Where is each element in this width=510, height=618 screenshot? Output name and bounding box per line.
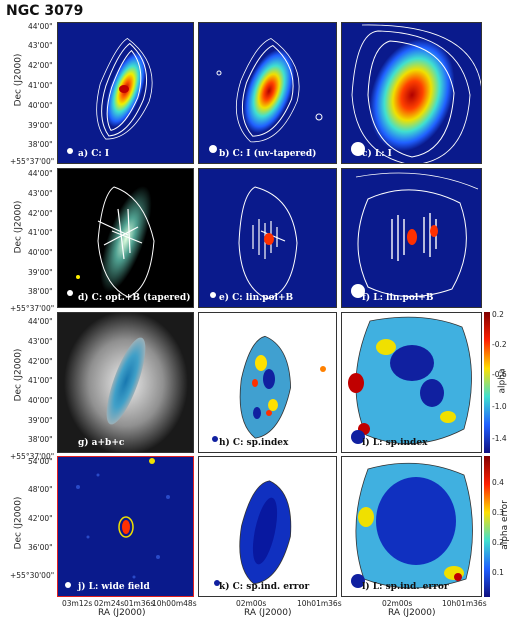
error-tick: 0.4: [492, 478, 504, 487]
dec-tick: 42'00": [28, 209, 53, 218]
panel-l: l) L: sp.ind. error: [341, 456, 482, 597]
dec-axis-label-row2: Dec (J2000): [13, 200, 24, 254]
panel-e: e) C: lin.pol+B: [198, 168, 337, 308]
dec-tick: 44'00": [28, 169, 53, 178]
panel-c: c) L: I: [341, 22, 482, 164]
panel-d: d) C: opt.+B (tapered): [57, 168, 194, 308]
ra-axis-label-3: RA (J2000): [388, 608, 436, 618]
error-tick: 0.2: [492, 538, 504, 547]
dec-tick: 36'00": [28, 543, 53, 552]
ra-tick: 10h00m48s: [152, 599, 197, 608]
panel-k: k) C: sp.ind. error: [198, 456, 337, 597]
dec-tick: 42'00": [28, 357, 53, 366]
alpha-colorbar-title: alpha: [497, 368, 508, 394]
panel-f: f) L: lin.pol+B: [341, 168, 482, 308]
panel-c-image: [351, 24, 481, 163]
panel-a-label: a) C: I: [78, 149, 110, 159]
dec-tick: 54'00": [28, 457, 53, 466]
dec-tick: 44'00": [28, 22, 53, 31]
dec-tick: +55°37'00": [10, 157, 55, 166]
panel-k-image: [214, 480, 292, 586]
panel-e-image: [210, 186, 298, 300]
dec-tick: 41'00": [28, 376, 53, 385]
alpha-tick: -0.6: [492, 370, 507, 379]
dec-axis-label-row4: Dec (J2000): [13, 496, 24, 550]
dec-tick: 42'00": [28, 514, 53, 523]
panel-g-image: [64, 313, 188, 452]
dec-axis-label-row1: Dec (J2000): [13, 53, 24, 107]
panel-a-image: [67, 37, 153, 154]
alpha-error-colorbar: [484, 456, 490, 597]
dec-tick: 48'00": [28, 485, 53, 494]
panel-k-label: k) C: sp.ind. error: [219, 582, 310, 592]
dec-tick: +55°37'00": [10, 452, 55, 461]
dec-tick: 44'00": [28, 317, 53, 326]
dec-tick: 39'00": [28, 416, 53, 425]
panel-d-image: [67, 186, 155, 298]
dec-tick: 42'00": [28, 61, 53, 70]
ra-tick: 03m12s: [62, 599, 93, 608]
alpha-error-colorbar-title: alpha error: [499, 500, 510, 550]
panel-h-label: h) C: sp.index: [219, 438, 289, 448]
panel-i: i) L: sp.index: [341, 312, 482, 453]
panel-f-image: [351, 172, 479, 298]
dec-tick: 43'00": [28, 337, 53, 346]
alpha-tick: -1.4: [492, 434, 507, 443]
panel-h-image: [212, 335, 326, 442]
dec-axis-label-row3: Dec (J2000): [13, 348, 24, 402]
panel-f-label: f) L: lin.pol+B: [362, 293, 434, 303]
panel-j-label: j) L: wide field: [78, 582, 150, 592]
alpha-tick: -0.2: [492, 340, 507, 349]
dec-tick: +55°30'00": [10, 571, 55, 580]
figure-title: NGC 3079: [6, 3, 84, 19]
panel-l-label: l) L: sp.ind. error: [362, 582, 449, 592]
dec-tick: +55°37'00": [10, 304, 55, 313]
panel-a: a) C: I: [57, 22, 194, 164]
panel-l-image: [351, 462, 473, 589]
alpha-tick: 0.2: [492, 310, 504, 319]
dec-tick: 43'00": [28, 41, 53, 50]
dec-tick: 40'00": [28, 396, 53, 405]
ra-tick: 10h01m36s: [297, 599, 342, 608]
panel-j: j) L: wide field: [57, 456, 194, 597]
panel-b-label: b) C: I (uv-tapered): [219, 149, 317, 159]
ra-tick: 02m24s: [94, 599, 125, 608]
panel-i-label: i) L: sp.index: [362, 438, 428, 448]
dec-tick: 39'00": [28, 268, 53, 277]
ra-tick: 01m36s: [124, 599, 155, 608]
ra-axis-label-2: RA (J2000): [244, 608, 292, 618]
panel-b-image: [209, 38, 323, 153]
dec-tick: 43'00": [28, 189, 53, 198]
alpha-tick: -1.0: [492, 402, 507, 411]
ra-axis-label-1: RA (J2000): [98, 608, 146, 618]
panel-g: g) a+b+c: [57, 312, 194, 453]
dec-tick: 38'00": [28, 287, 53, 296]
dec-tick: 40'00": [28, 101, 53, 110]
panel-e-label: e) C: lin.pol+B: [219, 293, 294, 303]
alpha-colorbar: [484, 312, 490, 453]
panel-i-image: [348, 316, 472, 445]
dec-tick: 41'00": [28, 81, 53, 90]
dec-tick: 39'00": [28, 121, 53, 130]
panel-c-label: c) L: I: [362, 149, 392, 159]
ra-tick: 10h01m36s: [442, 599, 487, 608]
panel-g-label: g) a+b+c: [78, 438, 125, 448]
panel-b: b) C: I (uv-tapered): [198, 22, 337, 164]
dec-tick: 38'00": [28, 435, 53, 444]
dec-tick: 38'00": [28, 140, 53, 149]
panel-j-image: [65, 458, 170, 588]
ra-tick: 02m00s: [382, 599, 413, 608]
dec-tick: 40'00": [28, 248, 53, 257]
dec-tick: 41'00": [28, 228, 53, 237]
error-tick: 0.3: [492, 508, 504, 517]
panel-h: h) C: sp.index: [198, 312, 337, 453]
ra-tick: 02m00s: [236, 599, 267, 608]
error-tick: 0.1: [492, 568, 504, 577]
panel-d-label: d) C: opt.+B (tapered): [78, 293, 191, 303]
